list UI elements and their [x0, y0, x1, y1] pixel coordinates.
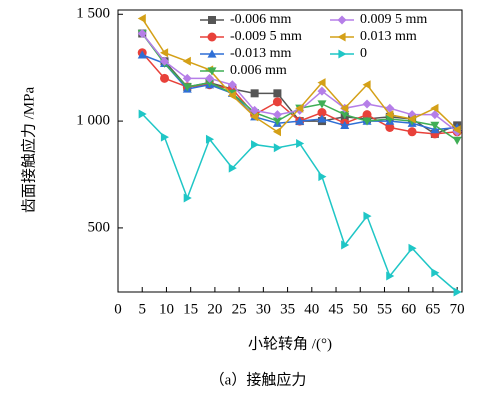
legend-marker [337, 15, 347, 25]
x-tick-label: 20 [207, 301, 222, 317]
series-line [141, 113, 458, 293]
data-point [160, 73, 170, 83]
legend-label: 0 [360, 46, 367, 61]
data-point [183, 193, 192, 203]
data-point [430, 110, 440, 120]
data-point [182, 73, 192, 83]
data-point [296, 139, 305, 149]
data-point [340, 120, 350, 129]
data-point [408, 243, 417, 253]
data-point [317, 108, 327, 118]
x-tick-label: 25 [232, 301, 247, 317]
data-point [453, 287, 462, 297]
data-point [430, 121, 440, 130]
x-tick-label: 50 [353, 301, 368, 317]
legend-marker [338, 49, 347, 59]
data-point [228, 163, 237, 173]
data-point [452, 125, 461, 135]
legend-marker [207, 49, 217, 58]
data-point [295, 103, 304, 113]
y-tick-label: 500 [88, 219, 111, 235]
data-point [362, 80, 371, 90]
data-point [363, 211, 372, 221]
x-tick-label: 0 [114, 301, 122, 317]
legend-label: -0.006 mm [230, 12, 292, 27]
legend-marker [337, 32, 346, 42]
data-point [317, 78, 326, 88]
legend-marker [208, 16, 216, 24]
x-tick-label: 30 [256, 301, 271, 317]
data-point [407, 127, 417, 137]
data-point [250, 89, 259, 98]
data-point [160, 48, 169, 58]
x-axis-label: 小轮转角 /(°) [248, 335, 332, 352]
plot-frame [117, 9, 463, 293]
data-point [273, 143, 282, 153]
x-tick-label: 55 [377, 301, 392, 317]
data-point [137, 50, 147, 59]
x-tick-label: 65 [425, 301, 440, 317]
data-point [137, 14, 146, 24]
data-point [362, 110, 372, 120]
legend-marker [207, 67, 217, 76]
legend-label: -0.009 5 mm [230, 29, 302, 44]
data-point [182, 83, 192, 92]
data-point [137, 29, 147, 38]
data-point [340, 103, 349, 113]
data-point [227, 90, 236, 100]
data-point [272, 117, 282, 126]
y-axis-label: 齿面接触应力 /MPa [19, 87, 37, 214]
data-point [272, 127, 282, 137]
caption: （a）接触应力 [210, 370, 307, 388]
data-point [227, 80, 237, 90]
data-point [385, 110, 394, 120]
data-point [431, 268, 440, 278]
data-point [362, 99, 372, 109]
data-point [318, 172, 327, 182]
data-point [317, 100, 327, 109]
data-point [160, 56, 170, 66]
legend-label: 0.006 mm [230, 63, 287, 78]
y-tick-label: 1 000 [76, 113, 110, 129]
data-point [386, 271, 395, 281]
x-tick-label: 15 [183, 301, 198, 317]
legend-marker [207, 32, 217, 42]
x-tick-label: 5 [138, 301, 146, 317]
data-point [340, 111, 350, 120]
data-point [317, 86, 327, 96]
data-point [407, 114, 416, 124]
data-point [317, 114, 327, 123]
data-point [273, 89, 282, 98]
data-point [160, 132, 170, 142]
x-tick-label: 70 [450, 301, 465, 317]
x-tick-label: 40 [304, 301, 319, 317]
data-point [272, 97, 282, 107]
legend-label: 0.009 5 mm [360, 12, 427, 27]
data-point [295, 116, 305, 125]
data-point [272, 110, 282, 120]
data-point [182, 56, 191, 66]
x-tick-label: 10 [159, 301, 174, 317]
data-point [138, 109, 147, 119]
data-point [452, 136, 462, 145]
x-tick-label: 35 [280, 301, 295, 317]
data-point [250, 112, 259, 122]
legend-label: -0.013 mm [230, 46, 292, 61]
y-tick-label: 1 500 [76, 6, 110, 22]
data-point [205, 79, 215, 88]
data-point [205, 73, 215, 83]
data-point [341, 240, 350, 250]
x-tick-label: 60 [401, 301, 416, 317]
data-point [250, 105, 260, 115]
legend-label: 0.013 mm [360, 29, 417, 44]
data-point [362, 117, 372, 126]
data-point [251, 140, 260, 150]
data-point [205, 134, 215, 144]
data-point [430, 103, 439, 113]
x-tick-label: 45 [329, 301, 344, 317]
data-point [385, 123, 395, 132]
